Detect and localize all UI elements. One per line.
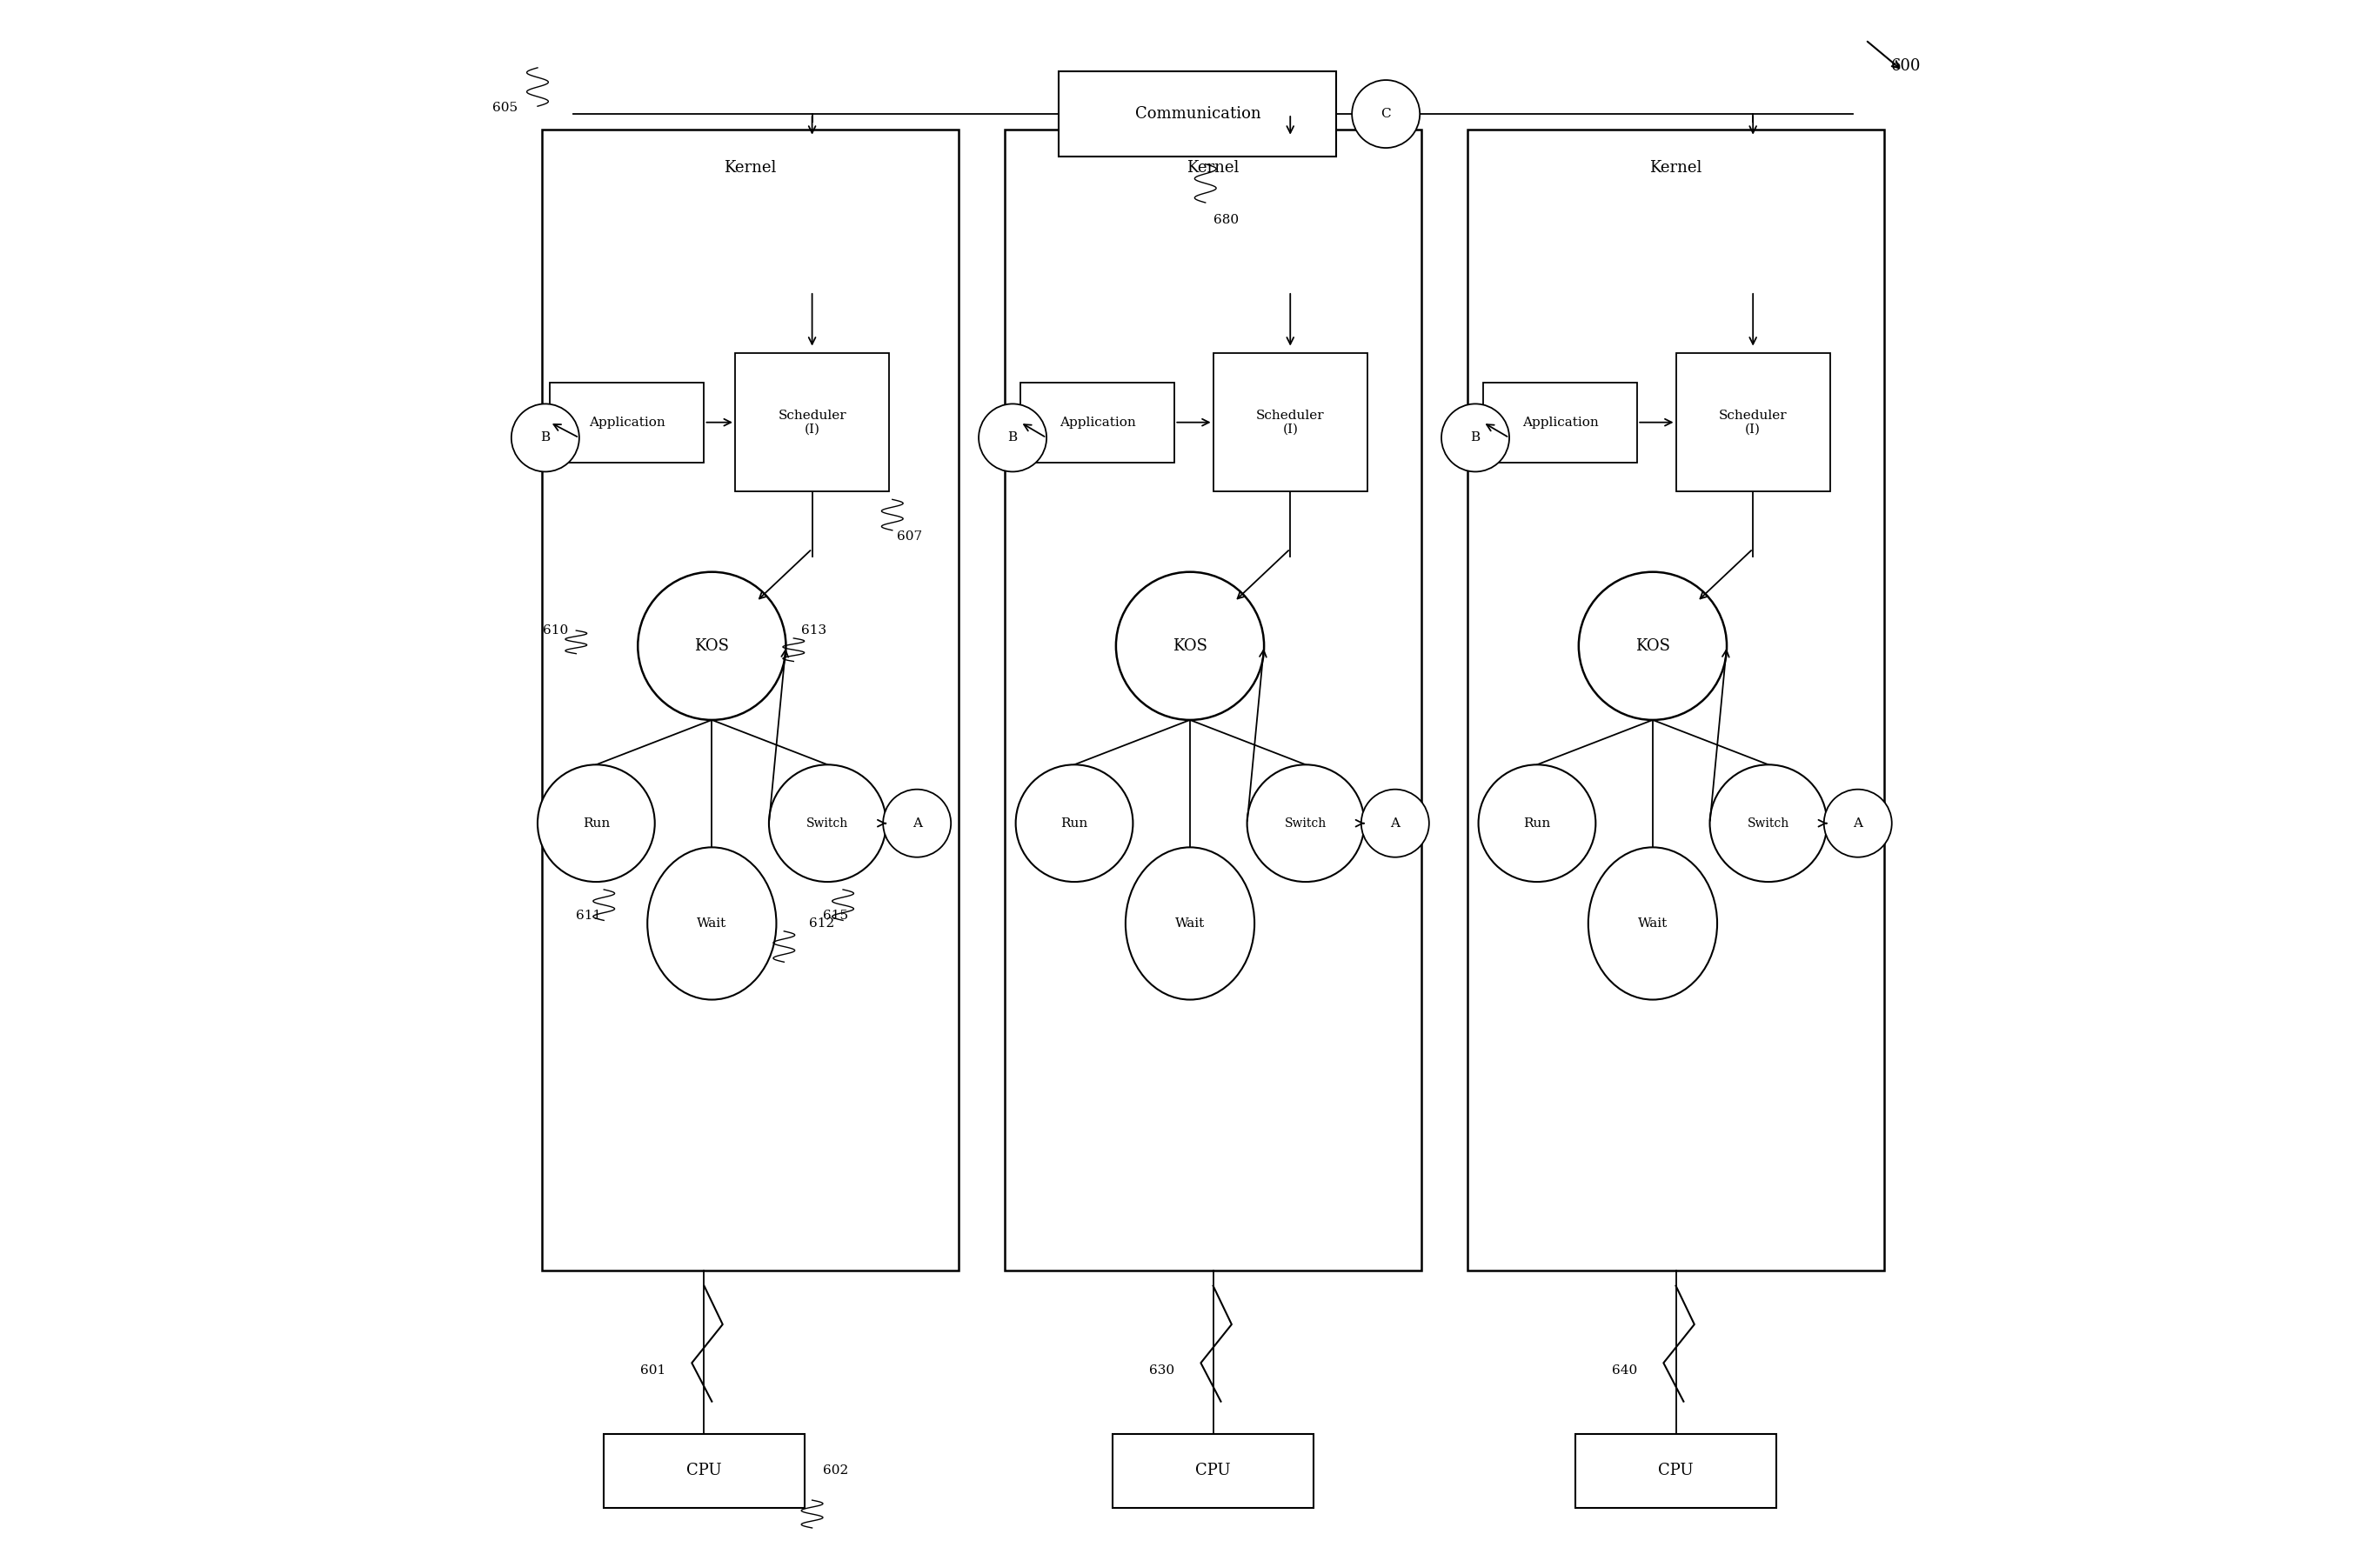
Ellipse shape — [1587, 847, 1718, 999]
Text: 612: 612 — [809, 917, 835, 929]
FancyBboxPatch shape — [1214, 353, 1368, 491]
Text: C: C — [1380, 107, 1390, 120]
Circle shape — [1016, 765, 1133, 881]
Text: 630: 630 — [1150, 1364, 1176, 1377]
Text: 601: 601 — [640, 1364, 666, 1377]
FancyBboxPatch shape — [1021, 382, 1176, 463]
FancyBboxPatch shape — [1483, 382, 1637, 463]
FancyBboxPatch shape — [1468, 129, 1885, 1271]
Text: 607: 607 — [897, 530, 923, 542]
Text: Kernel: Kernel — [1188, 160, 1240, 176]
FancyBboxPatch shape — [1114, 1434, 1314, 1507]
Text: Kernel: Kernel — [1649, 160, 1702, 176]
Text: 640: 640 — [1611, 1364, 1637, 1377]
FancyBboxPatch shape — [550, 382, 704, 463]
Text: KOS: KOS — [1635, 639, 1671, 654]
Text: 610: 610 — [543, 625, 569, 637]
FancyBboxPatch shape — [1576, 1434, 1775, 1507]
Ellipse shape — [647, 847, 776, 999]
Circle shape — [1578, 572, 1728, 720]
Text: CPU: CPU — [685, 1462, 721, 1479]
Circle shape — [1247, 765, 1364, 881]
FancyBboxPatch shape — [1004, 129, 1421, 1271]
Text: Application: Application — [1521, 416, 1599, 429]
Text: Kernel: Kernel — [724, 160, 776, 176]
Text: Scheduler
(I): Scheduler (I) — [1257, 409, 1323, 435]
Text: Run: Run — [1523, 817, 1552, 830]
FancyBboxPatch shape — [543, 129, 959, 1271]
Text: Wait: Wait — [697, 917, 726, 929]
Circle shape — [538, 765, 654, 881]
Circle shape — [769, 765, 885, 881]
Text: A: A — [1854, 817, 1864, 830]
Text: 600: 600 — [1892, 59, 1921, 75]
Circle shape — [1361, 789, 1428, 858]
Text: CPU: CPU — [1195, 1462, 1230, 1479]
Circle shape — [1709, 765, 1828, 881]
FancyBboxPatch shape — [1676, 353, 1830, 491]
Text: Switch: Switch — [807, 817, 850, 830]
Text: KOS: KOS — [695, 639, 728, 654]
Circle shape — [1442, 404, 1509, 472]
Text: B: B — [540, 432, 550, 444]
FancyBboxPatch shape — [605, 1434, 804, 1507]
Circle shape — [512, 404, 578, 472]
Circle shape — [638, 572, 785, 720]
Text: Switch: Switch — [1747, 817, 1790, 830]
Text: A: A — [912, 817, 921, 830]
Text: Application: Application — [588, 416, 664, 429]
Text: Scheduler
(I): Scheduler (I) — [778, 409, 847, 435]
Circle shape — [1478, 765, 1595, 881]
Text: 605: 605 — [493, 103, 516, 113]
Text: B: B — [1471, 432, 1480, 444]
Text: A: A — [1390, 817, 1399, 830]
Text: 680: 680 — [1214, 214, 1238, 227]
Text: Communication: Communication — [1135, 106, 1261, 121]
Text: B: B — [1007, 432, 1019, 444]
Text: CPU: CPU — [1659, 1462, 1695, 1479]
FancyBboxPatch shape — [735, 353, 890, 491]
Circle shape — [1352, 81, 1421, 148]
Circle shape — [1116, 572, 1264, 720]
Circle shape — [978, 404, 1047, 472]
Circle shape — [883, 789, 952, 858]
Text: 611: 611 — [576, 909, 602, 922]
Text: 613: 613 — [802, 625, 826, 637]
Text: Switch: Switch — [1285, 817, 1326, 830]
Text: 615: 615 — [823, 909, 847, 922]
Ellipse shape — [1126, 847, 1254, 999]
FancyBboxPatch shape — [1059, 71, 1338, 157]
Text: KOS: KOS — [1173, 639, 1207, 654]
Text: Application: Application — [1059, 416, 1135, 429]
Text: Run: Run — [1061, 817, 1088, 830]
Text: Wait: Wait — [1176, 917, 1204, 929]
Text: 602: 602 — [823, 1465, 847, 1476]
Circle shape — [1823, 789, 1892, 858]
Text: Wait: Wait — [1637, 917, 1668, 929]
Text: Scheduler
(I): Scheduler (I) — [1718, 409, 1787, 435]
Text: Run: Run — [583, 817, 609, 830]
